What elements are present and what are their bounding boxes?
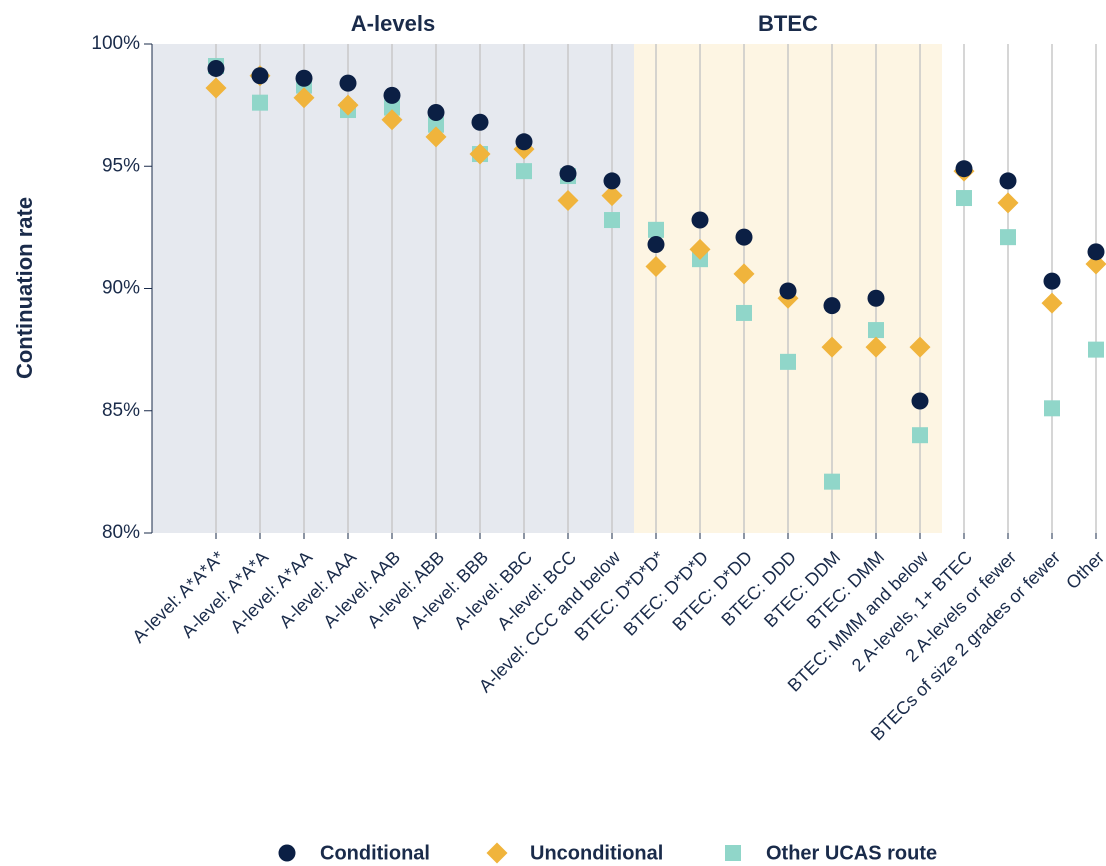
data-point xyxy=(428,116,444,133)
data-point xyxy=(252,94,268,111)
y-axis-label: Continuation rate xyxy=(12,197,37,379)
data-point xyxy=(736,304,752,321)
data-point xyxy=(1044,400,1060,417)
legend-marker xyxy=(725,845,741,861)
data-point xyxy=(779,282,797,300)
legend-marker xyxy=(486,842,508,864)
data-point xyxy=(691,211,709,229)
group-label: A-levels xyxy=(351,11,435,36)
data-point xyxy=(868,322,884,339)
y-tick-label: 80% xyxy=(102,522,140,543)
legend-marker xyxy=(278,844,296,862)
data-point xyxy=(293,87,315,109)
y-tick-label: 100% xyxy=(91,33,140,54)
data-point xyxy=(780,353,796,370)
data-point xyxy=(823,297,841,315)
data-point xyxy=(647,235,665,253)
data-point xyxy=(911,392,929,410)
data-point xyxy=(1088,341,1104,358)
data-point xyxy=(601,185,623,207)
data-point xyxy=(824,473,840,490)
data-point xyxy=(515,133,533,151)
y-tick-label: 90% xyxy=(102,278,140,299)
data-point xyxy=(383,86,401,104)
y-tick-label: 95% xyxy=(102,155,140,176)
data-point xyxy=(604,212,620,229)
data-point xyxy=(1085,253,1106,275)
data-point xyxy=(603,172,621,190)
data-point xyxy=(865,336,887,358)
legend-label: Conditional xyxy=(320,842,430,864)
data-point xyxy=(1041,292,1063,314)
data-point xyxy=(645,255,667,277)
data-point xyxy=(471,113,489,131)
data-point xyxy=(207,59,225,77)
data-point xyxy=(648,221,664,238)
data-point xyxy=(337,94,359,116)
data-point xyxy=(469,143,491,165)
data-point xyxy=(909,336,931,358)
data-point xyxy=(1000,229,1016,246)
data-point xyxy=(867,289,885,307)
data-point xyxy=(425,126,447,148)
data-point xyxy=(295,69,313,87)
data-point xyxy=(205,77,227,99)
data-point xyxy=(251,67,269,85)
y-tick-label: 85% xyxy=(102,400,140,421)
data-point xyxy=(956,190,972,207)
data-point xyxy=(559,165,577,183)
data-point xyxy=(912,427,928,444)
data-point xyxy=(689,238,711,260)
data-point xyxy=(735,228,753,246)
data-point xyxy=(997,192,1019,214)
data-point xyxy=(821,336,843,358)
x-tick-label: Other xyxy=(1062,547,1106,593)
data-point xyxy=(1043,272,1061,290)
data-point xyxy=(733,263,755,285)
data-point xyxy=(339,74,357,92)
data-point xyxy=(384,99,400,116)
legend-label: Other UCAS route xyxy=(766,842,937,864)
group-label: BTEC xyxy=(758,11,818,36)
legend-label: Unconditional xyxy=(530,842,663,864)
data-point xyxy=(516,163,532,180)
data-point xyxy=(999,172,1017,190)
data-point xyxy=(1087,243,1105,261)
data-point xyxy=(427,103,445,121)
data-point xyxy=(557,189,579,211)
data-point xyxy=(955,160,973,178)
data-point xyxy=(381,109,403,131)
